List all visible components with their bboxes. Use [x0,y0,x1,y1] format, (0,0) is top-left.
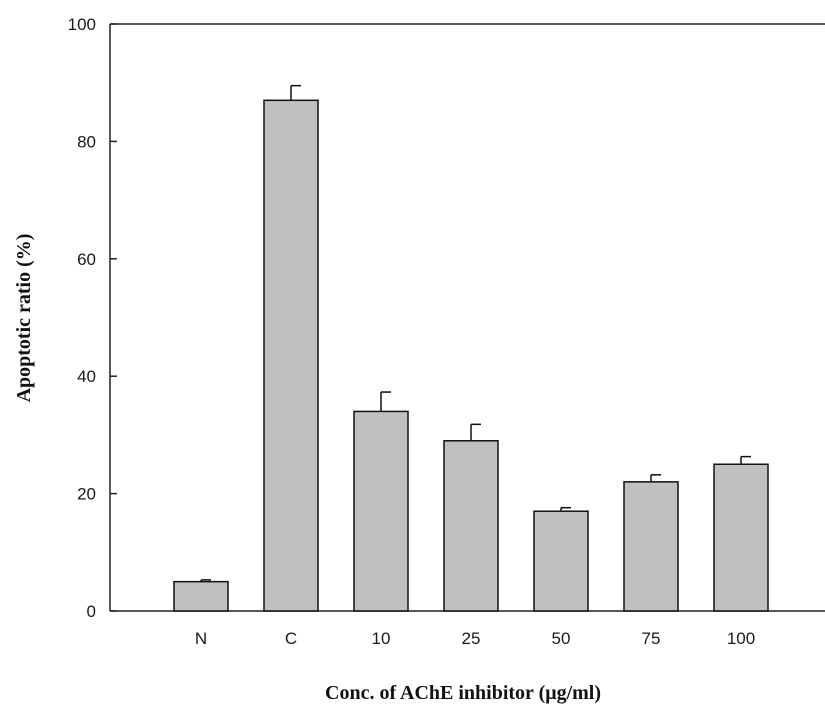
bar-75 [623,481,679,612]
y-tick-label: 80 [77,132,96,151]
x-tick-label: C [285,629,297,648]
x-tick-label: 25 [462,629,481,648]
bar-C [263,99,319,612]
y-tick-label: 60 [77,250,96,269]
error-bars [200,84,751,582]
x-tick-label: N [195,629,207,648]
bars [173,99,769,612]
x-tick-label: 100 [727,629,755,648]
bar-50 [533,510,589,612]
y-tick-label: 20 [77,485,96,504]
y-tick-label: 40 [77,367,96,386]
x-tick-label: 50 [552,629,571,648]
bar-10 [353,410,409,612]
y-axis-title: Apoptotic ratio (%) [13,234,35,403]
y-tick-label: 100 [68,15,96,34]
x-tick-label: 10 [372,629,391,648]
bar-100 [713,463,769,612]
y-tick-label: 0 [87,602,96,621]
bar-25 [443,440,499,612]
ticks: 0 20 40 60 80 100 N C 10 25 50 75 100 [68,15,756,648]
bar-N [173,580,229,612]
x-tick-label: 75 [642,629,661,648]
x-axis-title: Conc. of AChE inhibitor (μg/ml) [325,682,601,704]
